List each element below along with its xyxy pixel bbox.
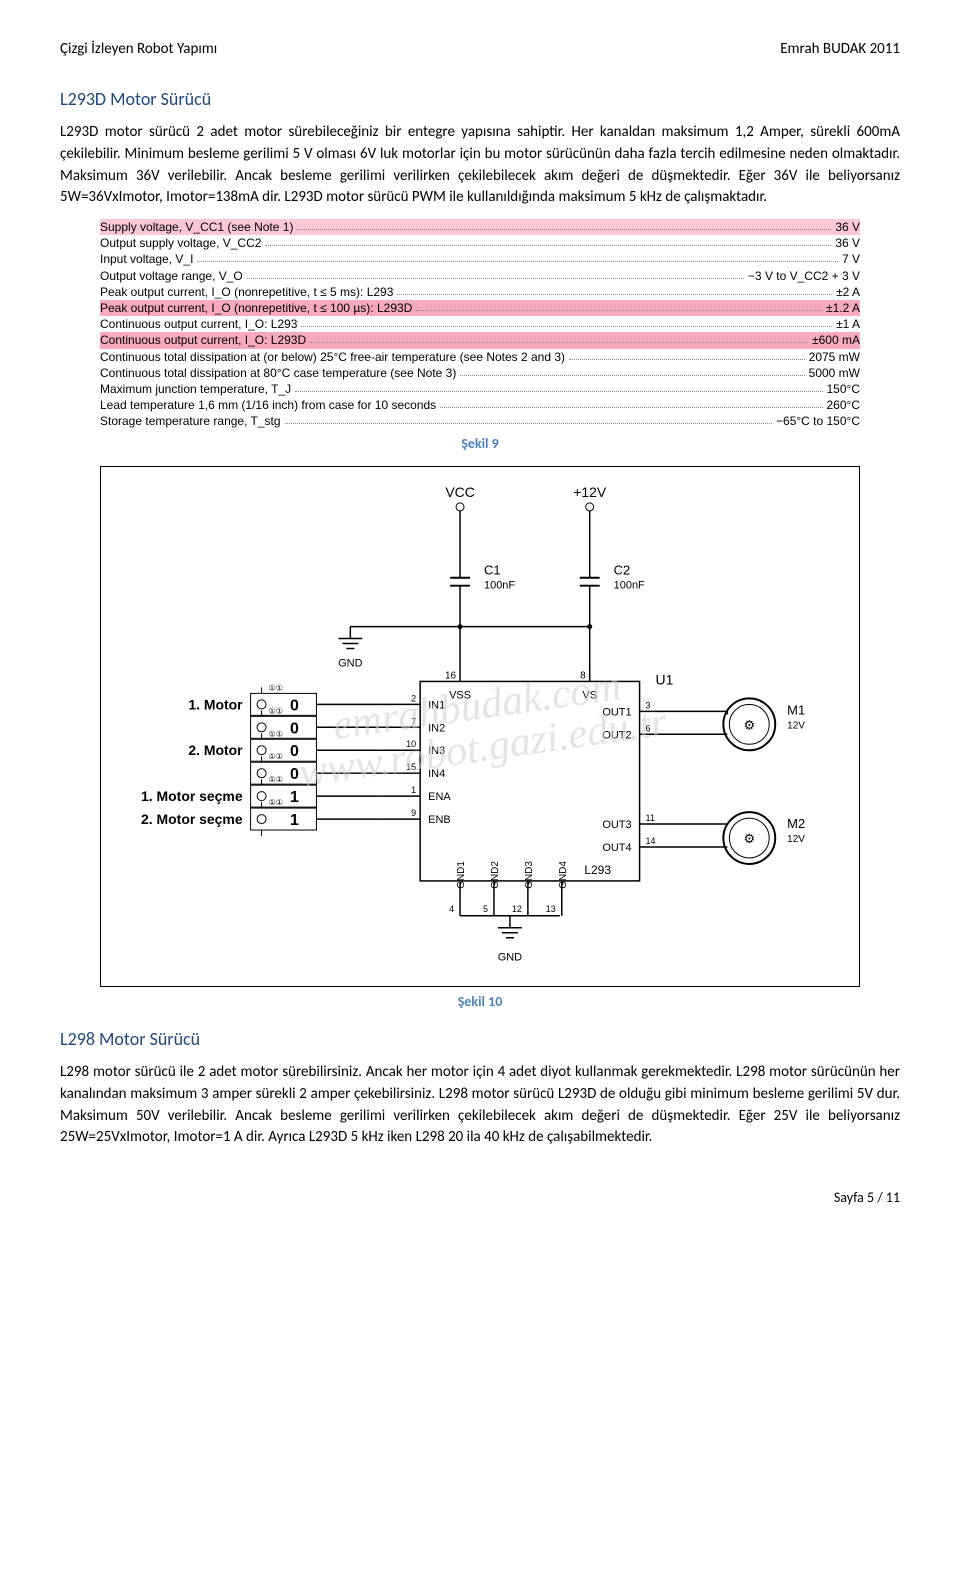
svg-text:14: 14 (646, 836, 656, 846)
svg-text:IN1: IN1 (428, 700, 445, 712)
svg-text:3: 3 (646, 701, 651, 711)
svg-text:0: 0 (290, 767, 299, 784)
section-l293d-para: L293D motor sürücü 2 adet motor sürebile… (60, 122, 900, 209)
spec-table: Supply voltage, V_CC1 (see Note 1)36 VOu… (100, 219, 860, 429)
svg-text:12V: 12V (787, 721, 805, 732)
spec-row: Input voltage, V_I7 V (100, 251, 860, 267)
svg-text:①①: ①① (269, 799, 283, 808)
spec-row: Continuous output current, I_O: L293D±60… (100, 332, 860, 348)
caption-fig10: Şekil 10 (60, 993, 900, 1010)
svg-text:11: 11 (646, 813, 655, 823)
page-footer: Sayfa 5 / 11 (60, 1189, 900, 1206)
spec-row: Output supply voltage, V_CC236 V (100, 235, 860, 251)
header-left: Çizgi İzleyen Robot Yapımı (60, 40, 217, 58)
page-header: Çizgi İzleyen Robot Yapımı Emrah BUDAK 2… (60, 40, 900, 58)
svg-text:VS: VS (582, 690, 597, 702)
svg-text:2. Motor: 2. Motor (188, 743, 243, 759)
section-l298-title: L298 Motor Sürücü (60, 1028, 900, 1050)
svg-text:2: 2 (411, 694, 416, 704)
svg-text:100nF: 100nF (484, 580, 515, 592)
svg-text:OUT3: OUT3 (602, 819, 631, 831)
spec-row: Continuous output current, I_O: L293±1 A (100, 316, 860, 332)
spec-row: Storage temperature range, T_stg−65°C to… (100, 413, 860, 429)
svg-text:①①: ①① (269, 730, 283, 739)
svg-text:GND4: GND4 (558, 861, 569, 889)
svg-text:①①: ①① (269, 753, 283, 762)
svg-text:GND2: GND2 (490, 861, 501, 889)
svg-text:GND3: GND3 (524, 861, 535, 889)
svg-text:0: 0 (290, 721, 299, 738)
svg-text:M2: M2 (787, 816, 805, 831)
schematic-svg: ⚙ ①① (101, 467, 859, 986)
svg-text:①①: ①① (269, 707, 283, 716)
spec-row: Maximum junction temperature, T_J150°C (100, 381, 860, 397)
svg-text:8: 8 (580, 671, 586, 682)
svg-text:1. Motor seçme: 1. Motor seçme (141, 789, 243, 805)
svg-text:M1: M1 (787, 703, 805, 718)
svg-text:6: 6 (646, 724, 651, 734)
spec-row: Continuous total dissipation at (or belo… (100, 349, 860, 365)
svg-text:1. Motor: 1. Motor (188, 697, 243, 713)
svg-text:GND1: GND1 (456, 861, 467, 889)
svg-text:13: 13 (546, 904, 556, 914)
spec-row: Supply voltage, V_CC1 (see Note 1)36 V (100, 219, 860, 235)
svg-text:4: 4 (449, 904, 454, 914)
spec-row: Peak output current, I_O (nonrepetitive,… (100, 284, 860, 300)
svg-text:OUT4: OUT4 (602, 842, 631, 854)
spec-row: Continuous total dissipation at 80°C cas… (100, 365, 860, 381)
svg-text:10: 10 (406, 740, 416, 750)
svg-text:OUT2: OUT2 (602, 730, 631, 742)
section-l293d-title: L293D Motor Sürücü (60, 88, 900, 110)
svg-text:GND: GND (338, 658, 362, 670)
svg-text:1: 1 (290, 790, 299, 807)
svg-text:C1: C1 (484, 563, 501, 578)
svg-text:12V: 12V (787, 834, 805, 845)
svg-text:ENA: ENA (428, 792, 451, 804)
svg-text:IN2: IN2 (428, 723, 445, 735)
svg-text:GND: GND (498, 952, 522, 964)
svg-text:1: 1 (411, 786, 416, 796)
svg-text:C2: C2 (614, 563, 631, 578)
svg-text:7: 7 (411, 717, 416, 727)
header-right: Emrah BUDAK 2011 (780, 40, 900, 58)
svg-text:VCC: VCC (445, 484, 474, 500)
svg-text:15: 15 (406, 763, 416, 773)
svg-text:12: 12 (512, 904, 522, 914)
svg-text:0: 0 (290, 744, 299, 761)
schematic-l293d: emrahbudak.com www.robot.gazi.edu.tr ⚙ ①… (100, 466, 860, 987)
spec-row: Output voltage range, V_O−3 V to V_CC2 +… (100, 268, 860, 284)
caption-fig9: Şekil 9 (60, 435, 900, 452)
svg-text:+12V: +12V (573, 484, 607, 500)
svg-text:IN3: IN3 (428, 746, 445, 758)
svg-text:VSS: VSS (449, 690, 471, 702)
svg-text:IN4: IN4 (428, 769, 445, 781)
svg-text:OUT1: OUT1 (602, 707, 631, 719)
svg-text:U1: U1 (656, 672, 674, 688)
svg-text:2. Motor seçme: 2. Motor seçme (141, 811, 243, 827)
svg-text:1: 1 (290, 812, 299, 829)
svg-text:0: 0 (290, 698, 299, 715)
svg-text:9: 9 (411, 809, 416, 819)
svg-text:①①: ①① (269, 776, 283, 785)
svg-text:ENB: ENB (428, 814, 451, 826)
svg-text:①①: ①① (269, 684, 283, 693)
spec-row: Peak output current, I_O (nonrepetitive,… (100, 300, 860, 316)
svg-text:16: 16 (445, 671, 457, 682)
section-l298-para: L298 motor sürücü ile 2 adet motor süreb… (60, 1062, 900, 1149)
svg-text:100nF: 100nF (614, 580, 645, 592)
svg-text:L293: L293 (584, 863, 611, 877)
svg-text:5: 5 (483, 904, 488, 914)
spec-row: Lead temperature 1,6 mm (1/16 inch) from… (100, 397, 860, 413)
